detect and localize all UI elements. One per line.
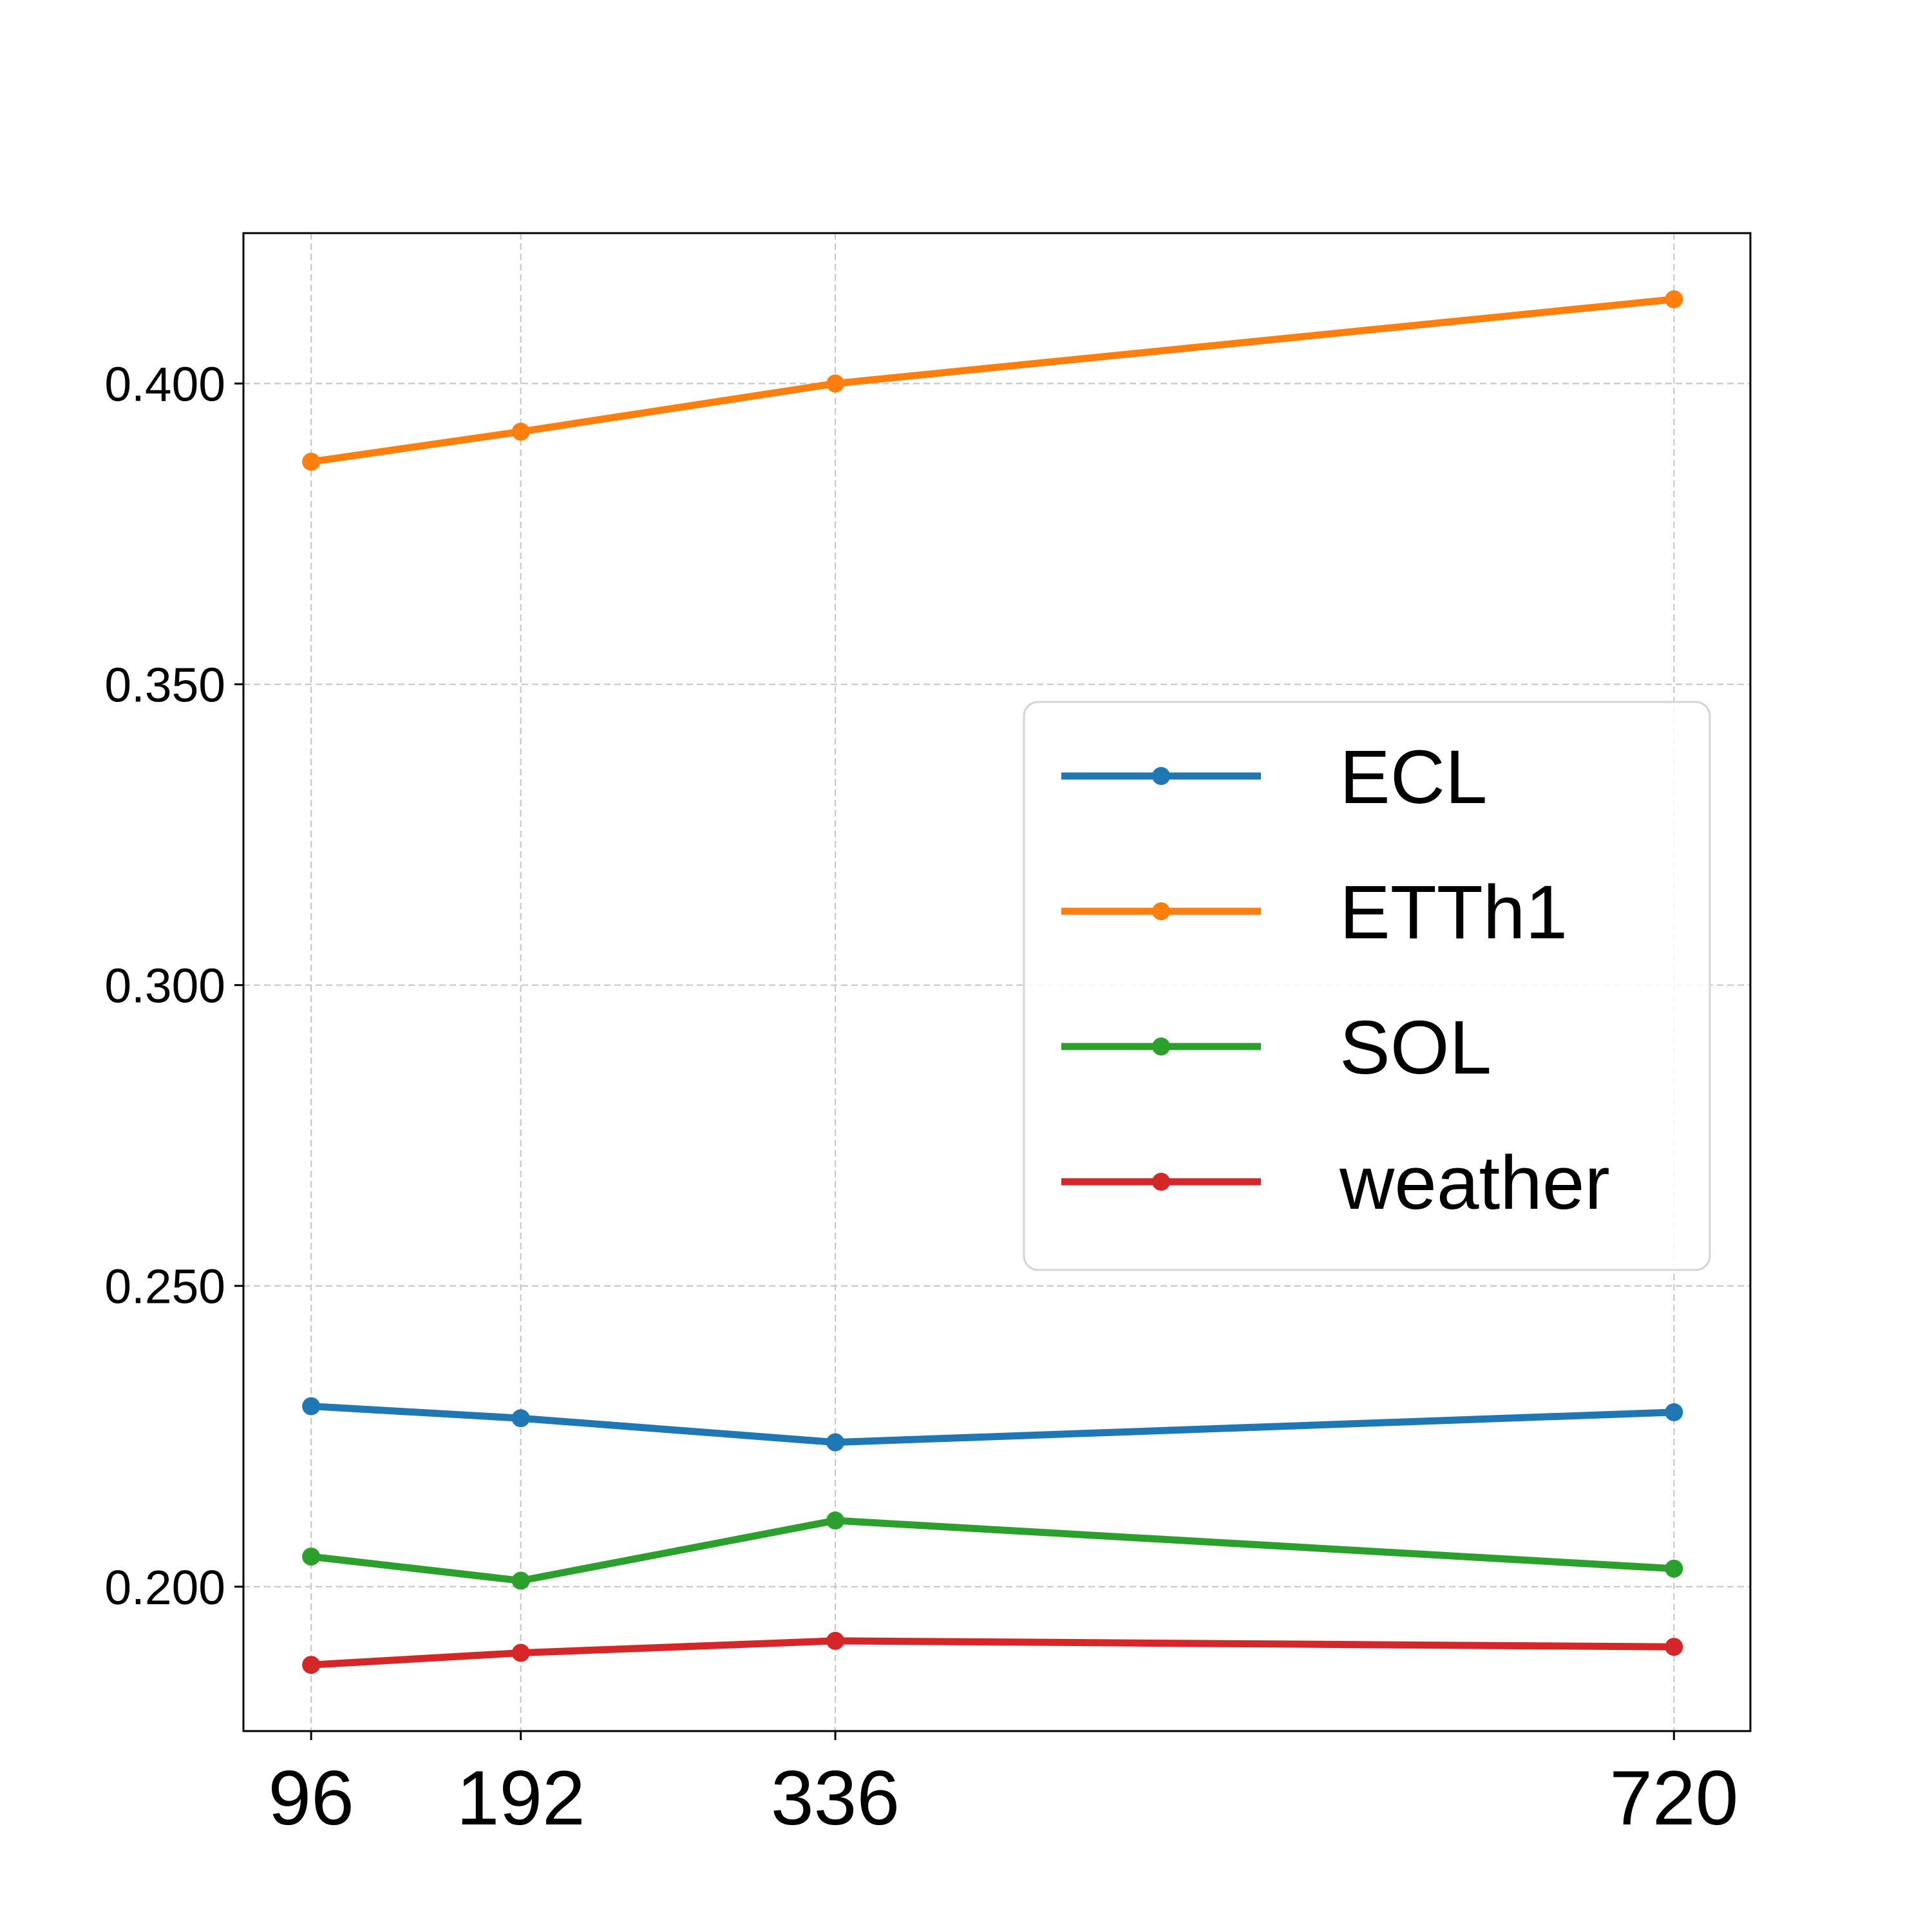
data-point [826, 374, 845, 393]
data-point [1665, 290, 1683, 308]
legend-item: SOL [1061, 1005, 1492, 1090]
legend-box [1023, 701, 1711, 1271]
data-point [302, 1656, 321, 1674]
legend-item: weather [1061, 1141, 1610, 1226]
legend-label: weather [1339, 1141, 1610, 1226]
y-tick-label: 0.200 [104, 1560, 225, 1615]
x-tick-label: 96 [268, 1755, 354, 1841]
data-point [511, 1409, 530, 1428]
data-point [1665, 1638, 1683, 1656]
series-layer [302, 290, 1683, 1674]
series-ecl [302, 1397, 1683, 1452]
series-etth1 [302, 290, 1683, 471]
legend-item: ECL [1061, 735, 1488, 820]
legend-label: SOL [1340, 1005, 1492, 1090]
data-point [1665, 1559, 1683, 1578]
legend-item: ETTh1 [1061, 870, 1567, 955]
series-line [307, 1637, 1678, 1669]
y-tick-label: 0.250 [104, 1260, 225, 1314]
x-tick-label: 720 [1609, 1755, 1738, 1841]
series-weather [302, 1631, 1683, 1674]
data-point [826, 1511, 845, 1530]
series-line [307, 296, 1678, 466]
data-point [826, 1631, 845, 1650]
data-point [511, 422, 530, 441]
data-point [511, 1643, 530, 1662]
data-point [302, 1397, 321, 1416]
legend-marker [1152, 1037, 1170, 1056]
axis-ticks: 96 192 336 720 0.200 0.250 0.300 0.350 0.400 [104, 357, 1738, 1841]
data-point [302, 1548, 321, 1566]
y-tick-label: 0.300 [104, 959, 225, 1013]
series-line [307, 1517, 1678, 1584]
x-tick-label: 192 [457, 1755, 585, 1841]
legend-marker [1152, 767, 1170, 785]
plot-frame [242, 232, 1752, 1732]
data-point [511, 1571, 530, 1590]
x-tick-label: 336 [771, 1755, 900, 1841]
legend: ECL ETTh1 SOL weather [1023, 701, 1711, 1271]
data-point [302, 452, 321, 471]
legend-label: ECL [1340, 735, 1488, 820]
data-point [826, 1433, 845, 1452]
y-tick-label: 0.400 [104, 357, 225, 412]
legend-label: ETTh1 [1340, 870, 1567, 955]
legend-marker [1152, 902, 1170, 920]
series-line [307, 1403, 1678, 1446]
data-point [1665, 1403, 1683, 1421]
grid [243, 233, 1750, 1731]
y-tick-label: 0.350 [104, 658, 225, 712]
legend-marker [1152, 1173, 1170, 1191]
series-sol [302, 1511, 1683, 1590]
